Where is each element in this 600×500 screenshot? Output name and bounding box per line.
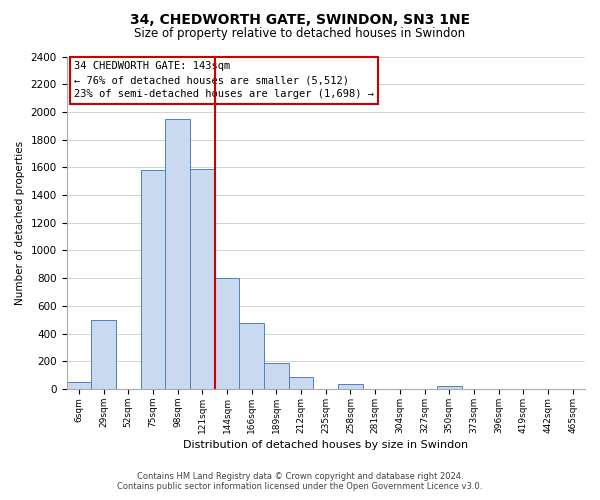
Text: 34 CHEDWORTH GATE: 143sqm
← 76% of detached houses are smaller (5,512)
23% of se: 34 CHEDWORTH GATE: 143sqm ← 76% of detac… xyxy=(74,62,374,100)
Text: Contains HM Land Registry data © Crown copyright and database right 2024.
Contai: Contains HM Land Registry data © Crown c… xyxy=(118,472,482,491)
Y-axis label: Number of detached properties: Number of detached properties xyxy=(15,140,25,305)
Bar xyxy=(338,384,363,389)
Bar xyxy=(289,376,313,389)
Bar xyxy=(190,168,215,389)
Bar xyxy=(239,322,264,389)
Bar xyxy=(140,170,165,389)
Bar xyxy=(264,362,289,389)
Bar xyxy=(91,320,116,389)
Text: Size of property relative to detached houses in Swindon: Size of property relative to detached ho… xyxy=(134,28,466,40)
Text: 34, CHEDWORTH GATE, SWINDON, SN3 1NE: 34, CHEDWORTH GATE, SWINDON, SN3 1NE xyxy=(130,12,470,26)
Bar xyxy=(215,278,239,389)
X-axis label: Distribution of detached houses by size in Swindon: Distribution of detached houses by size … xyxy=(183,440,469,450)
Bar xyxy=(67,382,91,389)
Bar xyxy=(165,119,190,389)
Bar xyxy=(437,386,461,389)
